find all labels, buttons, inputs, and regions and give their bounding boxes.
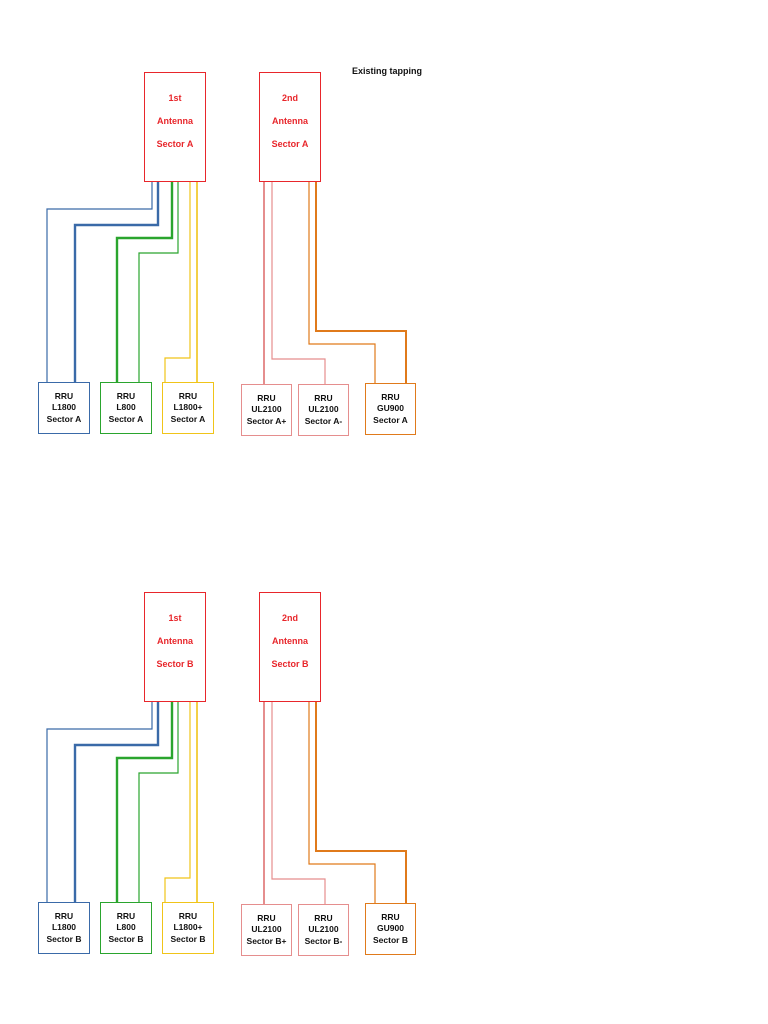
wire-gu900-thin [308, 181, 376, 383]
rru-l800-sector-b: RRU L800 Sector B [100, 902, 152, 954]
wire-l1800plus-thin [164, 701, 191, 902]
wire-l1800plus-thin [164, 181, 191, 382]
diagram-title: Existing tapping [352, 66, 423, 76]
wires-group-a [46, 181, 407, 384]
rru-ul2100-sector-a-minus: RRU UL2100 Sector A- [298, 384, 349, 436]
rru-l1800-sector-a: RRU L1800 Sector A [38, 382, 90, 434]
antenna-2-sector-b: 2nd Antenna Sector B [259, 592, 321, 702]
rru-gu900-sector-a: RRU GU900 Sector A [365, 383, 416, 435]
wire-l800-thick [115, 701, 174, 902]
rru-l800-sector-a: RRU L800 Sector A [100, 382, 152, 434]
antenna-2-sector-a: 2nd Antenna Sector A [259, 72, 321, 182]
wires-group-b [46, 701, 407, 904]
wire-l1800-thin [46, 701, 153, 902]
rru-gu900-sector-b: RRU GU900 Sector B [365, 903, 416, 955]
wire-gu900-thick [315, 181, 407, 383]
rru-l1800plus-sector-a: RRU L1800+ Sector A [162, 382, 214, 434]
wire-l800-thin [138, 181, 179, 382]
wire-l800-thick [115, 181, 174, 382]
wire-l1800-thin [46, 181, 153, 382]
rru-l1800-sector-b: RRU L1800 Sector B [38, 902, 90, 954]
wire-ul2100-a-minus [271, 701, 326, 904]
wire-gu900-thick [315, 701, 407, 903]
rru-ul2100-sector-b-plus: RRU UL2100 Sector B+ [241, 904, 292, 956]
rru-l1800plus-sector-b: RRU L1800+ Sector B [162, 902, 214, 954]
antenna-1-sector-a: 1st Antenna Sector A [144, 72, 206, 182]
wire-ul2100-a-minus [271, 181, 326, 384]
wire-l800-thin [138, 701, 179, 902]
wire-l1800-thick [73, 701, 160, 902]
antenna-1-sector-b: 1st Antenna Sector B [144, 592, 206, 702]
rru-ul2100-sector-b-minus: RRU UL2100 Sector B- [298, 904, 349, 956]
rru-ul2100-sector-a-plus: RRU UL2100 Sector A+ [241, 384, 292, 436]
wire-gu900-thin [308, 701, 376, 903]
wire-l1800-thick [73, 181, 160, 382]
